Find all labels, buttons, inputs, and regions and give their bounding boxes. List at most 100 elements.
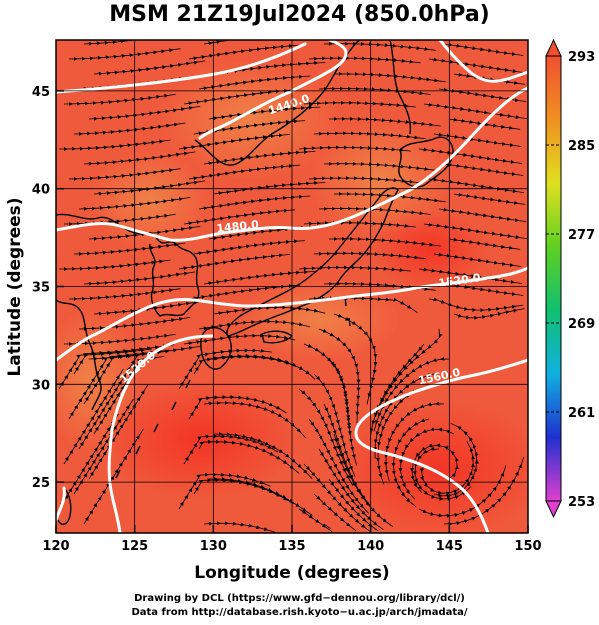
y-tick-label: 25: [32, 476, 50, 491]
colorbar-label: 261: [568, 406, 595, 421]
x-axis-title: Longitude (degrees): [194, 563, 389, 583]
streamline: [398, 427, 455, 500]
streamline: [418, 267, 523, 284]
streamline: [303, 100, 416, 108]
streamline: [318, 206, 431, 216]
streamline: [178, 472, 271, 510]
streamline: [68, 48, 181, 61]
x-tick-label: 135: [278, 539, 305, 554]
streamline: [203, 150, 316, 166]
streamline: [318, 86, 431, 96]
colorbar-label: 253: [568, 495, 595, 510]
streamline: [188, 163, 301, 181]
contour-1520-south: [56, 334, 214, 533]
x-tick-label: 145: [436, 539, 463, 554]
streamline: [418, 147, 523, 164]
x-tick-label: 140: [357, 539, 384, 554]
streamline: [73, 242, 186, 256]
contour-1440: [56, 40, 528, 140]
colorbar-labels: 293 285 277 269 261 253: [546, 50, 595, 510]
streamline: [183, 333, 296, 346]
streamline: [423, 102, 528, 120]
streamline: [63, 213, 176, 226]
streamline: [308, 56, 421, 64]
streamline: [83, 428, 144, 525]
streamline: [93, 60, 206, 76]
streamline: [423, 222, 528, 240]
colorbar-label: 293: [568, 50, 595, 65]
streamline: [213, 181, 326, 196]
streamline: [63, 333, 176, 346]
streamline: [68, 288, 181, 301]
streamline: [213, 305, 326, 316]
y-tick-label: 45: [32, 85, 50, 100]
y-tick-label: 30: [32, 378, 50, 393]
colorbar-top-arrow: [545, 38, 562, 57]
streamline: [298, 265, 411, 272]
streamline: [453, 72, 526, 85]
streamline: [453, 308, 525, 320]
streamline: [333, 191, 446, 203]
footer-credits: Drawing by DCL (https://www.gfd−dennou.o…: [0, 592, 599, 620]
streamline: [323, 523, 331, 529]
streamline: [208, 105, 321, 121]
streamline: [68, 168, 181, 181]
contour-label: 1520.0: [438, 271, 482, 290]
streamline: [313, 131, 426, 140]
streamline: [318, 328, 361, 423]
streamline: [313, 493, 357, 532]
y-tick-label: 35: [32, 281, 50, 296]
y-axis-title: Latitude (degrees): [5, 197, 25, 376]
plot-area: 1440.0 1480.0 1520.0 1560.0 1520.0: [56, 40, 528, 533]
streamline: [59, 139, 171, 152]
contour-1480: [56, 86, 528, 242]
streamline: [63, 93, 176, 106]
streamline: [298, 145, 411, 152]
streamline: [198, 194, 311, 211]
map-title: MSM 21Z19Jul2024 (850.0hPa): [109, 2, 490, 27]
geopotential-height-contours: [56, 40, 528, 533]
x-axis: 120 125 130 135 140 145 150: [42, 525, 542, 554]
streamline: [448, 237, 521, 250]
streamline: [443, 456, 525, 526]
streamline: [183, 208, 296, 226]
streamline: [59, 259, 171, 272]
streamline: [183, 434, 279, 465]
streamline: [433, 132, 522, 147]
streamline: [88, 105, 201, 121]
x-tick-label: 150: [514, 539, 541, 554]
streamline: [183, 88, 296, 106]
streamline: [313, 251, 426, 260]
streamline: [83, 151, 196, 166]
streamline: [433, 252, 522, 267]
x-tick-label: 130: [200, 539, 227, 554]
streamline: [203, 521, 276, 533]
streamline: [203, 270, 316, 286]
streamline: [188, 43, 301, 61]
streamline: [328, 116, 441, 127]
colorbar: 293 285 277 269 261 253: [545, 38, 595, 519]
streamline: [323, 161, 436, 171]
colorbar-bottom-arrow: [545, 500, 562, 519]
footer-data-credit: Data from http://database.rish.kyoto−u.a…: [131, 607, 468, 618]
streamline: [323, 41, 436, 51]
streamline: [443, 42, 524, 56]
streamline: [73, 122, 186, 136]
wind-streamlines: [58, 40, 528, 533]
colorbar-label: 277: [568, 228, 595, 243]
y-tick-label: 40: [32, 183, 50, 198]
streamline: [178, 348, 272, 390]
y-axis: 25 30 35 40 45: [32, 85, 64, 491]
streamline: [443, 162, 524, 176]
streamline: [453, 192, 526, 205]
colorbar-bar: [545, 55, 562, 502]
contour-1560: [354, 358, 528, 533]
footer-drawing-credit: Drawing by DCL (https://www.gfd−dennou.o…: [134, 593, 465, 604]
streamline: [83, 40, 132, 46]
streamline: [328, 236, 441, 247]
streamline: [178, 133, 291, 151]
streamline: [198, 74, 311, 91]
streamline: [83, 271, 196, 286]
streamline: [193, 239, 306, 256]
